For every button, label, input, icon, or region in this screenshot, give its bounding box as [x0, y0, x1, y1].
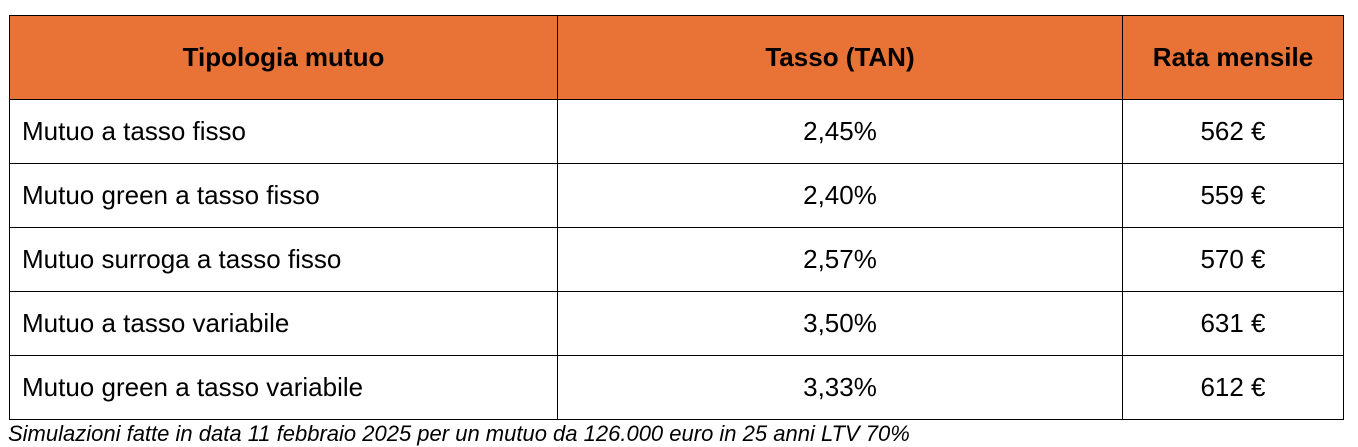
- payment-cell: 562 €: [1122, 99, 1344, 164]
- mortgage-rates-table: Tipologia mutuo Tasso (TAN) Rata mensile…: [9, 15, 1344, 420]
- table-row: Mutuo surroga a tasso fisso 2,57% 570 €: [9, 227, 1344, 292]
- mortgage-type-cell: Mutuo surroga a tasso fisso: [9, 227, 558, 292]
- rate-cell: 2,40%: [557, 163, 1123, 228]
- payment-cell: 612 €: [1122, 355, 1344, 420]
- payment-cell: 631 €: [1122, 291, 1344, 356]
- table-row: Mutuo green a tasso variabile 3,33% 612 …: [9, 355, 1344, 420]
- mortgage-type-cell: Mutuo green a tasso fisso: [9, 163, 558, 228]
- rate-cell: 3,33%: [557, 355, 1123, 420]
- header-mortgage-type: Tipologia mutuo: [9, 15, 558, 100]
- mortgage-type-cell: Mutuo a tasso fisso: [9, 99, 558, 164]
- header-rate-tan: Tasso (TAN): [557, 15, 1123, 100]
- table-header-row: Tipologia mutuo Tasso (TAN) Rata mensile: [9, 15, 1344, 100]
- table-footnote: Simulazioni fatte in data 11 febbraio 20…: [8, 421, 910, 446]
- rate-cell: 2,57%: [557, 227, 1123, 292]
- mortgage-type-cell: Mutuo a tasso variabile: [9, 291, 558, 356]
- header-monthly-payment: Rata mensile: [1122, 15, 1344, 100]
- mortgage-rates-table-container: Tipologia mutuo Tasso (TAN) Rata mensile…: [9, 15, 1344, 420]
- rate-cell: 3,50%: [557, 291, 1123, 356]
- table-row: Mutuo a tasso fisso 2,45% 562 €: [9, 99, 1344, 164]
- table-row: Mutuo a tasso variabile 3,50% 631 €: [9, 291, 1344, 356]
- rate-cell: 2,45%: [557, 99, 1123, 164]
- mortgage-type-cell: Mutuo green a tasso variabile: [9, 355, 558, 420]
- table-row: Mutuo green a tasso fisso 2,40% 559 €: [9, 163, 1344, 228]
- payment-cell: 570 €: [1122, 227, 1344, 292]
- payment-cell: 559 €: [1122, 163, 1344, 228]
